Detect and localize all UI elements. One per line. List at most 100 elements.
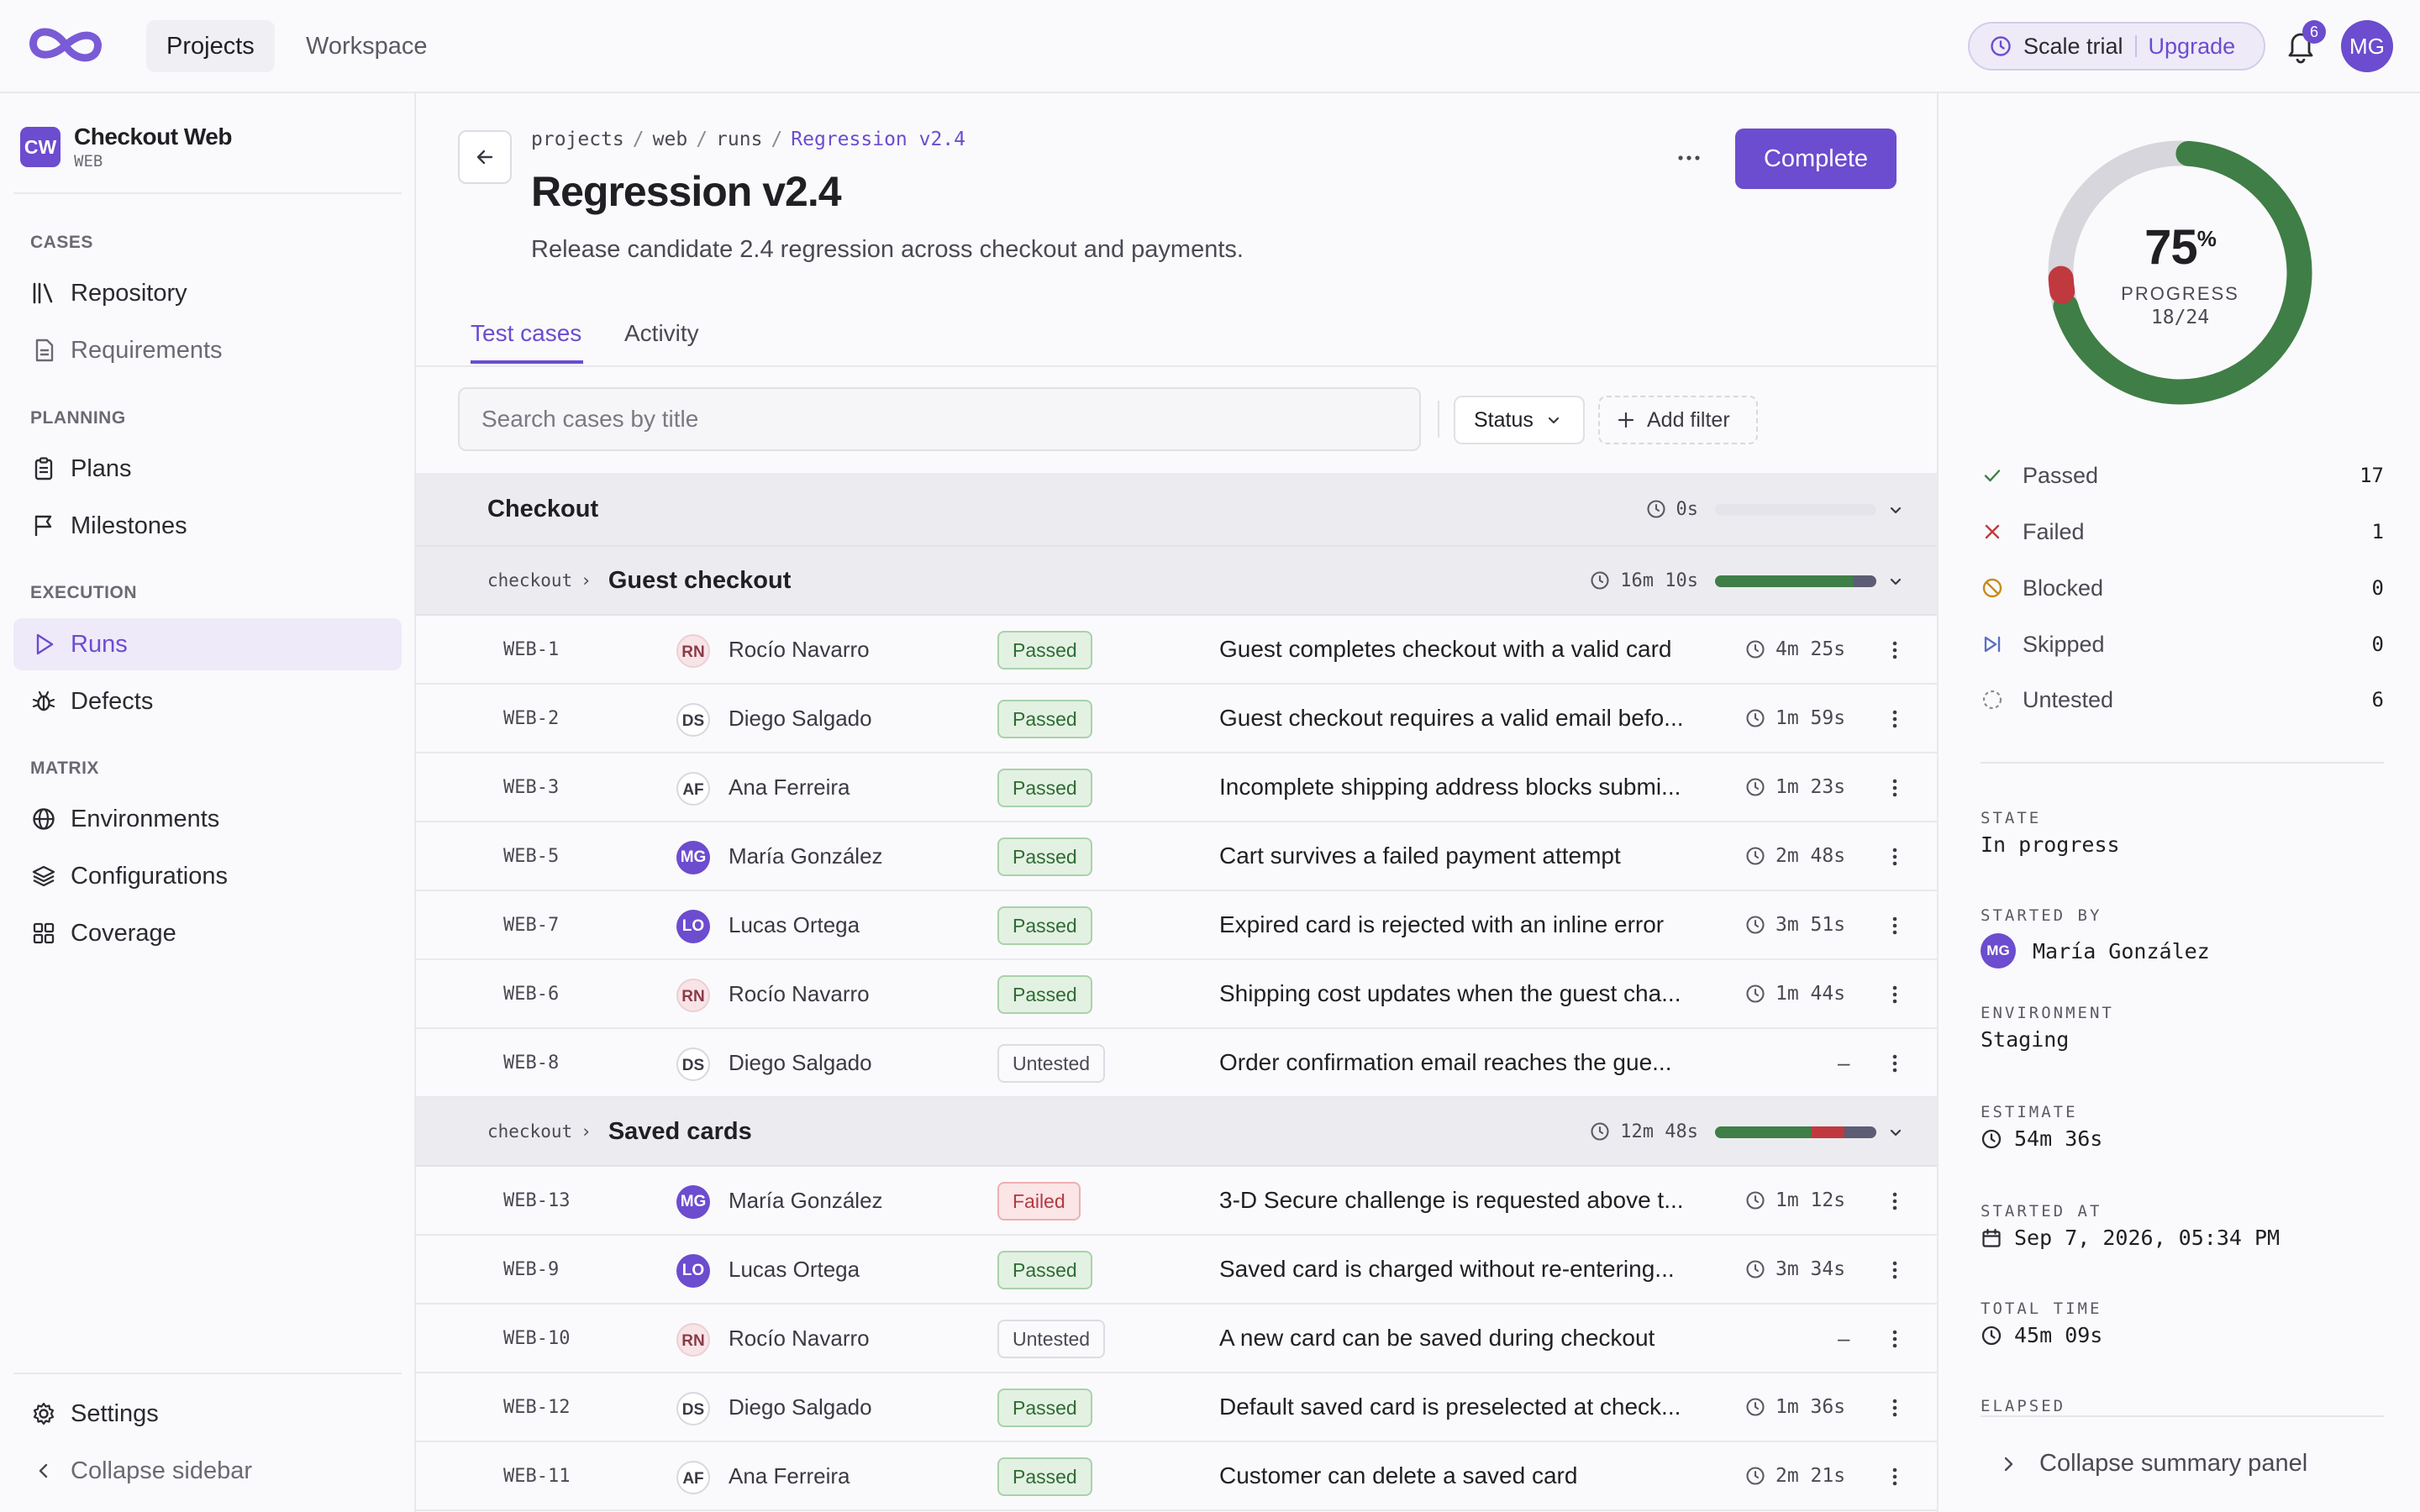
add-filter-button[interactable]: Add filter <box>1598 396 1758 444</box>
avatar: MG <box>676 841 710 874</box>
case-title[interactable]: 3-D Secure challenge is requested above … <box>1219 1187 1684 1213</box>
table-row[interactable]: WEB-7 LO Lucas Ortega Passed Expired card is… <box>416 891 1937 960</box>
table-row[interactable]: WEB-8 DS Diego Salgado Untested Order confir… <box>416 1029 1937 1098</box>
case-id[interactable]: WEB-10 <box>503 1327 571 1349</box>
case-id[interactable]: WEB-8 <box>503 1052 560 1074</box>
status-badge[interactable]: Passed <box>997 700 1092 738</box>
sidebar-item-repository[interactable]: Repository <box>13 267 402 319</box>
status-badge[interactable]: Passed <box>997 975 1092 1014</box>
case-id[interactable]: WEB-6 <box>503 983 560 1005</box>
status-filter-dropdown[interactable]: Status <box>1454 396 1585 444</box>
sidebar-item-milestones[interactable]: Milestones <box>13 500 402 552</box>
breadcrumb-runs[interactable]: runs <box>716 129 763 150</box>
project-name[interactable]: Checkout Web <box>74 123 232 150</box>
group-header[interactable]: Checkout 0s <box>416 473 1937 547</box>
sidebar-item-requirements[interactable]: Requirements <box>13 324 402 376</box>
table-row[interactable]: WEB-12 DS Diego Salgado Passed Default saved… <box>416 1373 1937 1442</box>
group-time: 0s <box>1646 473 1698 545</box>
app-logo-icon[interactable] <box>25 24 106 67</box>
row-menu-icon[interactable] <box>1885 640 1905 660</box>
nav-projects[interactable]: Projects <box>146 20 275 72</box>
collapse-sidebar-button[interactable]: Collapse sidebar <box>13 1445 402 1497</box>
more-options-icon[interactable] <box>1675 144 1703 172</box>
table-row[interactable]: WEB-9 LO Lucas Ortega Passed Saved card is c… <box>416 1236 1937 1305</box>
case-title[interactable]: Order confirmation email reaches the gue… <box>1219 1049 1672 1075</box>
table-row[interactable]: WEB-2 DS Diego Salgado Passed Guest checkout… <box>416 685 1937 753</box>
case-title[interactable]: A new card can be saved during checkout <box>1219 1325 1655 1351</box>
sidebar-item-defects[interactable]: Defects <box>13 675 402 727</box>
group-progress-bar <box>1715 1126 1876 1138</box>
case-id[interactable]: WEB-2 <box>503 707 560 729</box>
status-badge[interactable]: Passed <box>997 631 1092 669</box>
row-menu-icon[interactable] <box>1885 778 1905 798</box>
breadcrumb-web[interactable]: web <box>652 129 688 150</box>
table-row[interactable]: WEB-3 AF Ana Ferreira Passed Incomplete ship… <box>416 753 1937 822</box>
case-title[interactable]: Customer can delete a saved card <box>1219 1462 1578 1488</box>
sidebar-item-environments[interactable]: Environments <box>13 793 402 845</box>
back-button[interactable] <box>458 130 512 184</box>
case-title[interactable]: Incomplete shipping address blocks submi… <box>1219 774 1681 800</box>
status-badge[interactable]: Passed <box>997 1457 1092 1496</box>
case-id[interactable]: WEB-7 <box>503 914 560 936</box>
case-title[interactable]: Cart survives a failed payment attempt <box>1219 843 1621 869</box>
row-menu-icon[interactable] <box>1885 916 1905 936</box>
case-title[interactable]: Guest checkout requires a valid email be… <box>1219 705 1684 731</box>
row-menu-icon[interactable] <box>1885 1329 1905 1349</box>
row-menu-icon[interactable] <box>1885 1053 1905 1074</box>
group-header[interactable]: checkout › Saved cards 12m 48s <box>416 1098 1937 1167</box>
case-id[interactable]: WEB-11 <box>503 1465 571 1487</box>
row-menu-icon[interactable] <box>1885 847 1905 867</box>
trial-badge[interactable]: Scale trial Upgrade <box>1968 22 2265 71</box>
collapse-summary-panel-button[interactable]: Collapse summary panel <box>1999 1450 2307 1478</box>
table-row[interactable]: WEB-11 AF Ana Ferreira Passed Customer can d… <box>416 1442 1937 1511</box>
chevron-down-icon[interactable] <box>1886 1123 1905 1142</box>
search-input[interactable]: Search cases by title <box>458 387 1421 451</box>
sidebar-item-coverage[interactable]: Coverage <box>13 907 402 959</box>
status-badge[interactable]: Passed <box>997 769 1092 807</box>
complete-button[interactable]: Complete <box>1735 129 1897 189</box>
case-id[interactable]: WEB-12 <box>503 1396 571 1418</box>
table-row[interactable]: WEB-5 MG María González Passed Cart survives… <box>416 822 1937 891</box>
case-id[interactable]: WEB-1 <box>503 638 560 660</box>
table-row[interactable]: WEB-13 MG María González Failed 3-D Secure c… <box>416 1167 1937 1236</box>
group-header[interactable]: checkout › Guest checkout 16m 10s <box>416 547 1937 616</box>
table-row[interactable]: WEB-6 RN Rocío Navarro Passed Shipping cost … <box>416 960 1937 1029</box>
sidebar-item-plans[interactable]: Plans <box>13 443 402 495</box>
case-id[interactable]: WEB-9 <box>503 1258 560 1280</box>
table-row[interactable]: WEB-10 RN Rocío Navarro Untested A new card … <box>416 1305 1937 1373</box>
tab-test-cases[interactable]: Test cases <box>471 320 582 346</box>
breadcrumb-projects[interactable]: projects <box>531 129 624 150</box>
row-menu-icon[interactable] <box>1885 1398 1905 1418</box>
tab-activity[interactable]: Activity <box>624 320 699 346</box>
upgrade-link[interactable]: Upgrade <box>2148 33 2236 59</box>
nav-workspace[interactable]: Workspace <box>306 33 428 60</box>
case-id[interactable]: WEB-13 <box>503 1189 571 1211</box>
sidebar-item-configurations[interactable]: Configurations <box>13 850 402 902</box>
case-title[interactable]: Guest completes checkout with a valid ca… <box>1219 636 1672 662</box>
row-menu-icon[interactable] <box>1885 984 1905 1005</box>
case-title[interactable]: Expired card is rejected with an inline … <box>1219 911 1665 937</box>
case-id[interactable]: WEB-3 <box>503 776 560 798</box>
project-badge[interactable]: CW <box>20 127 60 167</box>
case-title[interactable]: Default saved card is preselected at che… <box>1219 1394 1681 1420</box>
row-menu-icon[interactable] <box>1885 709 1905 729</box>
status-badge[interactable]: Untested <box>997 1044 1106 1083</box>
settings-button[interactable]: Settings <box>13 1388 402 1440</box>
sidebar-item-runs[interactable]: Runs <box>13 618 402 670</box>
chevron-down-icon[interactable] <box>1886 572 1905 591</box>
status-badge[interactable]: Passed <box>997 906 1092 945</box>
status-badge[interactable]: Failed <box>997 1182 1081 1221</box>
case-title[interactable]: Saved card is charged without re-enterin… <box>1219 1256 1675 1282</box>
row-menu-icon[interactable] <box>1885 1260 1905 1280</box>
row-menu-icon[interactable] <box>1885 1191 1905 1211</box>
case-title[interactable]: Shipping cost updates when the guest cha… <box>1219 980 1681 1006</box>
status-badge[interactable]: Passed <box>997 1251 1092 1289</box>
row-menu-icon[interactable] <box>1885 1467 1905 1487</box>
status-badge[interactable]: Untested <box>997 1320 1106 1358</box>
table-row[interactable]: WEB-1 RN Rocío Navarro Passed Guest complete… <box>416 616 1937 685</box>
case-id[interactable]: WEB-5 <box>503 845 560 867</box>
status-badge[interactable]: Passed <box>997 1389 1092 1427</box>
chevron-down-icon[interactable] <box>1886 501 1905 519</box>
user-avatar[interactable]: MG <box>2341 20 2393 72</box>
status-badge[interactable]: Passed <box>997 837 1092 876</box>
